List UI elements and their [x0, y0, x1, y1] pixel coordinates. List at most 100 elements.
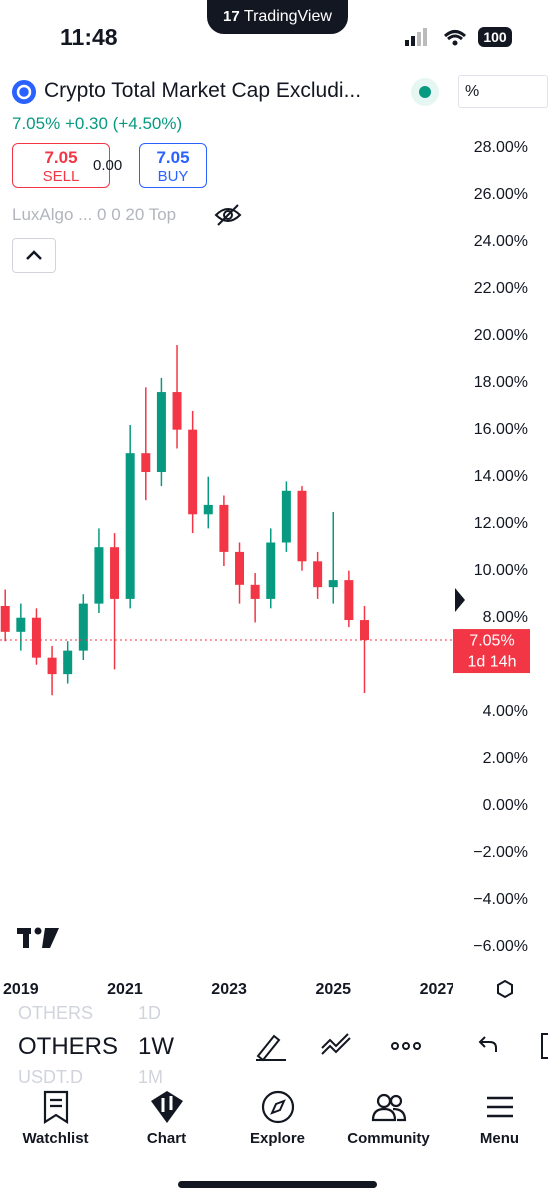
current-interval[interactable]: 1W: [138, 1033, 174, 1060]
home-indicator: [178, 1181, 377, 1188]
nav-label: Menu: [479, 1130, 520, 1147]
y-tick-label: 10.00%: [474, 562, 528, 579]
toolbar: [256, 1033, 548, 1062]
candle-body: [63, 650, 73, 675]
chevron-icon: [26, 250, 42, 260]
candle-body: [313, 561, 323, 588]
signal-wifi: [405, 28, 467, 46]
x-tick-label: 2023: [211, 981, 247, 998]
x-tick-label: 2027: [420, 981, 456, 998]
y-tick-label: 26.00%: [474, 186, 528, 203]
symbol-picker[interactable]: OTHERS 1D OTHERS 1W USDT.D 1M: [0, 1005, 555, 1085]
pattern-tool[interactable]: [321, 1033, 351, 1055]
hide-indicator-icon[interactable]: [213, 203, 243, 227]
countdown: 1d 14h: [468, 653, 517, 670]
y-tick-label: −6.00%: [473, 938, 528, 955]
candle-body: [328, 580, 338, 588]
candle-body: [281, 490, 291, 543]
battery: 100: [478, 27, 512, 47]
candle-body: [94, 547, 104, 604]
nav-community[interactable]: Community: [333, 1090, 444, 1147]
y-tick-label: 24.00%: [474, 233, 528, 250]
y-tick-label: 12.00%: [474, 515, 528, 532]
indicator-label[interactable]: LuxAlgo ... 0 0 20 Top: [12, 205, 177, 224]
clock: 11:48: [60, 24, 118, 50]
change: +0.30 (+4.50%): [64, 114, 183, 133]
next-symbol[interactable]: USDT.D: [18, 1067, 84, 1085]
y-tick-label: 8.00%: [483, 609, 528, 626]
price-line: 7.05% +0.30 (+4.50%): [12, 114, 182, 134]
settings-icon[interactable]: [497, 979, 513, 999]
collapse-button[interactable]: [12, 238, 56, 273]
candle-body: [250, 584, 260, 599]
buy-price: 7.05: [156, 148, 190, 167]
candle-body: [359, 620, 369, 641]
draw-tool[interactable]: [256, 1034, 286, 1062]
last-price-tag: [453, 629, 530, 674]
community-icon: [371, 1093, 406, 1122]
prev-interval[interactable]: 1D: [138, 1005, 162, 1023]
x-tick-label: 2019: [3, 981, 39, 998]
symbol-icon: [12, 80, 36, 104]
buy-button[interactable]: 7.05 BUY: [139, 143, 207, 188]
y-tick-label: 16.00%: [474, 421, 528, 438]
candle-body: [188, 429, 198, 515]
last-price-label: 7.05%: [469, 632, 514, 649]
candle-body: [78, 603, 88, 651]
candle-body: [203, 504, 213, 515]
y-tick-label: −2.00%: [473, 844, 528, 861]
y-tick-label: 20.00%: [474, 327, 528, 344]
candle-body: [219, 504, 229, 552]
y-tick-label: 28.00%: [474, 139, 528, 156]
nav-explore[interactable]: Explore: [222, 1090, 333, 1147]
candle-body: [266, 542, 276, 599]
candle-body: [156, 392, 166, 472]
app-badge: 17 TradingView: [207, 0, 348, 34]
app-name: TradingView: [243, 8, 332, 25]
nav-label: Chart: [146, 1130, 187, 1147]
candle-body: [141, 453, 151, 472]
spread: 0.00: [93, 157, 123, 174]
sell-price: 7.05: [44, 148, 78, 167]
chart: 28.00% 26.00% 24.00% 22.00% 20.00% 18.00% 16.0…: [0, 139, 530, 999]
symbol-title[interactable]: Crypto Total Market Cap Excludi...: [44, 79, 362, 102]
nav-chart[interactable]: Chart: [111, 1090, 222, 1147]
chart-icon: [150, 1091, 183, 1123]
menu-icon: [486, 1096, 513, 1118]
candle-body: [235, 551, 245, 585]
y-tick-label: −4.00%: [473, 891, 528, 908]
scroll-marker[interactable]: [455, 588, 465, 612]
y-tick-label: 0.00%: [483, 797, 528, 814]
candles: [0, 345, 369, 696]
candle-body: [31, 617, 41, 658]
x-axis: 2019 2021 2023 2025 2027: [3, 981, 456, 998]
candle-body: [0, 605, 10, 632]
nav-watchlist[interactable]: Watchlist: [0, 1090, 111, 1147]
scale-button[interactable]: %: [458, 75, 548, 108]
prev-symbol[interactable]: OTHERS: [18, 1005, 94, 1023]
nav-label: Watchlist: [22, 1130, 89, 1147]
candle-body: [344, 580, 354, 621]
explore-icon: [261, 1090, 294, 1124]
y-tick-label: 14.00%: [474, 468, 528, 485]
sell-button[interactable]: 7.05 SELL: [12, 143, 110, 188]
buy-label: BUY: [157, 168, 189, 185]
nav-label: Explore: [249, 1130, 306, 1147]
next-interval[interactable]: 1M: [138, 1067, 164, 1085]
candle-body: [297, 490, 307, 562]
candle-body: [47, 657, 57, 675]
axes: 28.00% 26.00% 24.00% 22.00% 20.00% 18.00% 16.0…: [0, 139, 530, 998]
y-tick-label: 22.00%: [474, 280, 528, 297]
more-tools[interactable]: [391, 1042, 421, 1050]
undo[interactable]: [478, 1036, 497, 1052]
fullscreen[interactable]: [541, 1033, 548, 1059]
y-tick-label: 4.00%: [483, 703, 528, 720]
candle-body: [16, 617, 26, 632]
nav-menu[interactable]: Menu: [444, 1090, 555, 1147]
candle-body: [172, 392, 182, 430]
current-symbol[interactable]: OTHERS: [18, 1033, 119, 1060]
x-tick-label: 2021: [107, 981, 143, 998]
watchlist-icon: [43, 1090, 68, 1124]
candle-body: [125, 453, 135, 599]
